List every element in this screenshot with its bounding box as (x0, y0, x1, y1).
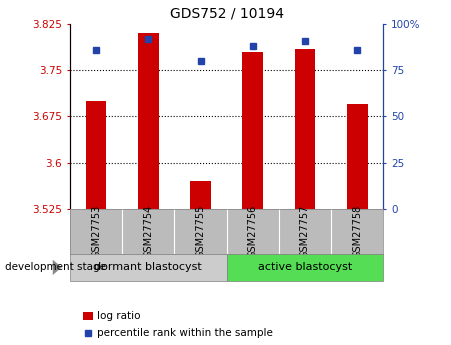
Text: GSM27758: GSM27758 (352, 205, 362, 258)
Bar (295, 49, 315, 209)
Bar (347, 104, 368, 209)
Bar (226, 254, 383, 281)
Bar (242, 52, 263, 209)
Text: active blastocyst: active blastocyst (258, 263, 352, 272)
Bar (138, 33, 159, 209)
Text: percentile rank within the sample: percentile rank within the sample (97, 328, 273, 338)
Bar (190, 181, 211, 209)
Bar (83, 312, 93, 320)
Text: GSM27754: GSM27754 (143, 205, 153, 258)
Text: dormant blastocyst: dormant blastocyst (94, 263, 202, 272)
Text: GSM27757: GSM27757 (300, 205, 310, 258)
Text: development stage: development stage (5, 263, 106, 272)
Bar (70, 254, 226, 281)
Text: log ratio: log ratio (97, 311, 140, 321)
Polygon shape (53, 260, 62, 275)
Text: GSM27755: GSM27755 (195, 205, 206, 258)
Text: GSM27753: GSM27753 (91, 205, 101, 258)
Bar (86, 101, 106, 209)
Title: GDS752 / 10194: GDS752 / 10194 (170, 6, 284, 20)
Text: GSM27756: GSM27756 (248, 205, 258, 258)
